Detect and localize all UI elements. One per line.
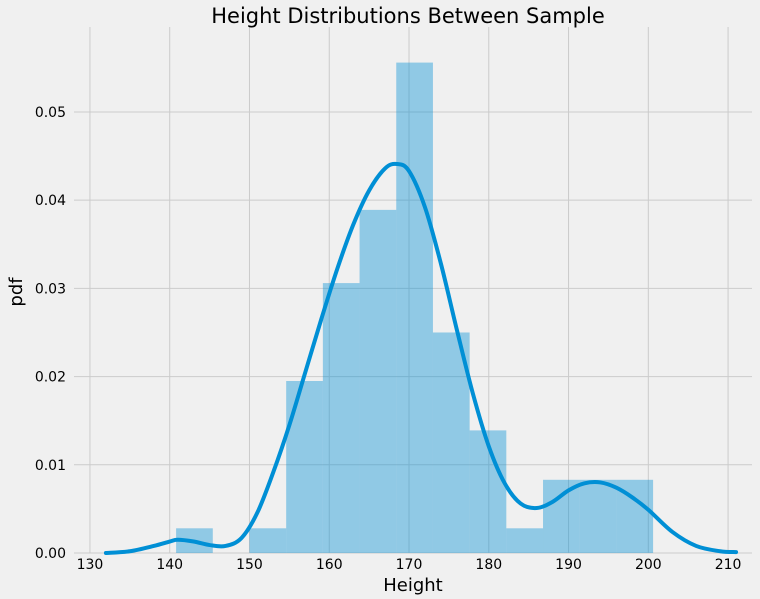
histogram-bar (286, 381, 323, 553)
histogram-bar (249, 528, 287, 553)
x-tick-label: 200 (635, 557, 662, 573)
histogram-bar (322, 283, 360, 553)
x-tick-label: 190 (555, 557, 582, 573)
histogram-bar (432, 332, 470, 553)
histogram-bars (176, 62, 654, 553)
y-axis-label: pdf (6, 277, 27, 307)
y-tick-label: 0.04 (35, 193, 66, 209)
chart-title: Height Distributions Between Sample (211, 4, 605, 28)
x-tick-label: 180 (475, 557, 502, 573)
x-tick-label: 150 (236, 557, 263, 573)
grid (74, 27, 752, 554)
x-tick-label: 170 (396, 557, 423, 573)
y-tick-label: 0.05 (35, 105, 66, 121)
y-tick-label: 0.03 (35, 281, 66, 297)
x-tick-label: 160 (316, 557, 343, 573)
y-tick-label: 0.01 (35, 458, 66, 474)
histogram-bar (543, 479, 580, 553)
y-axis-ticks: 0.00 0.01 0.02 0.03 0.04 0.05 (35, 105, 66, 562)
y-tick-label: 0.00 (35, 546, 66, 562)
kde-curve (103, 161, 739, 555)
x-axis-ticks: 130 140 150 160 170 180 190 200 210 (77, 557, 742, 573)
histogram-bar (579, 479, 617, 553)
x-tick-label: 210 (715, 557, 742, 573)
histogram-bar (506, 528, 544, 553)
y-tick-label: 0.02 (35, 370, 66, 386)
kde-line (103, 161, 739, 555)
x-axis-label: Height (383, 575, 443, 596)
histogram-bar (469, 430, 507, 553)
histogram-bar (359, 209, 397, 553)
x-tick-label: 140 (156, 557, 183, 573)
x-tick-label: 130 (77, 557, 104, 573)
histogram-bar (396, 62, 433, 553)
